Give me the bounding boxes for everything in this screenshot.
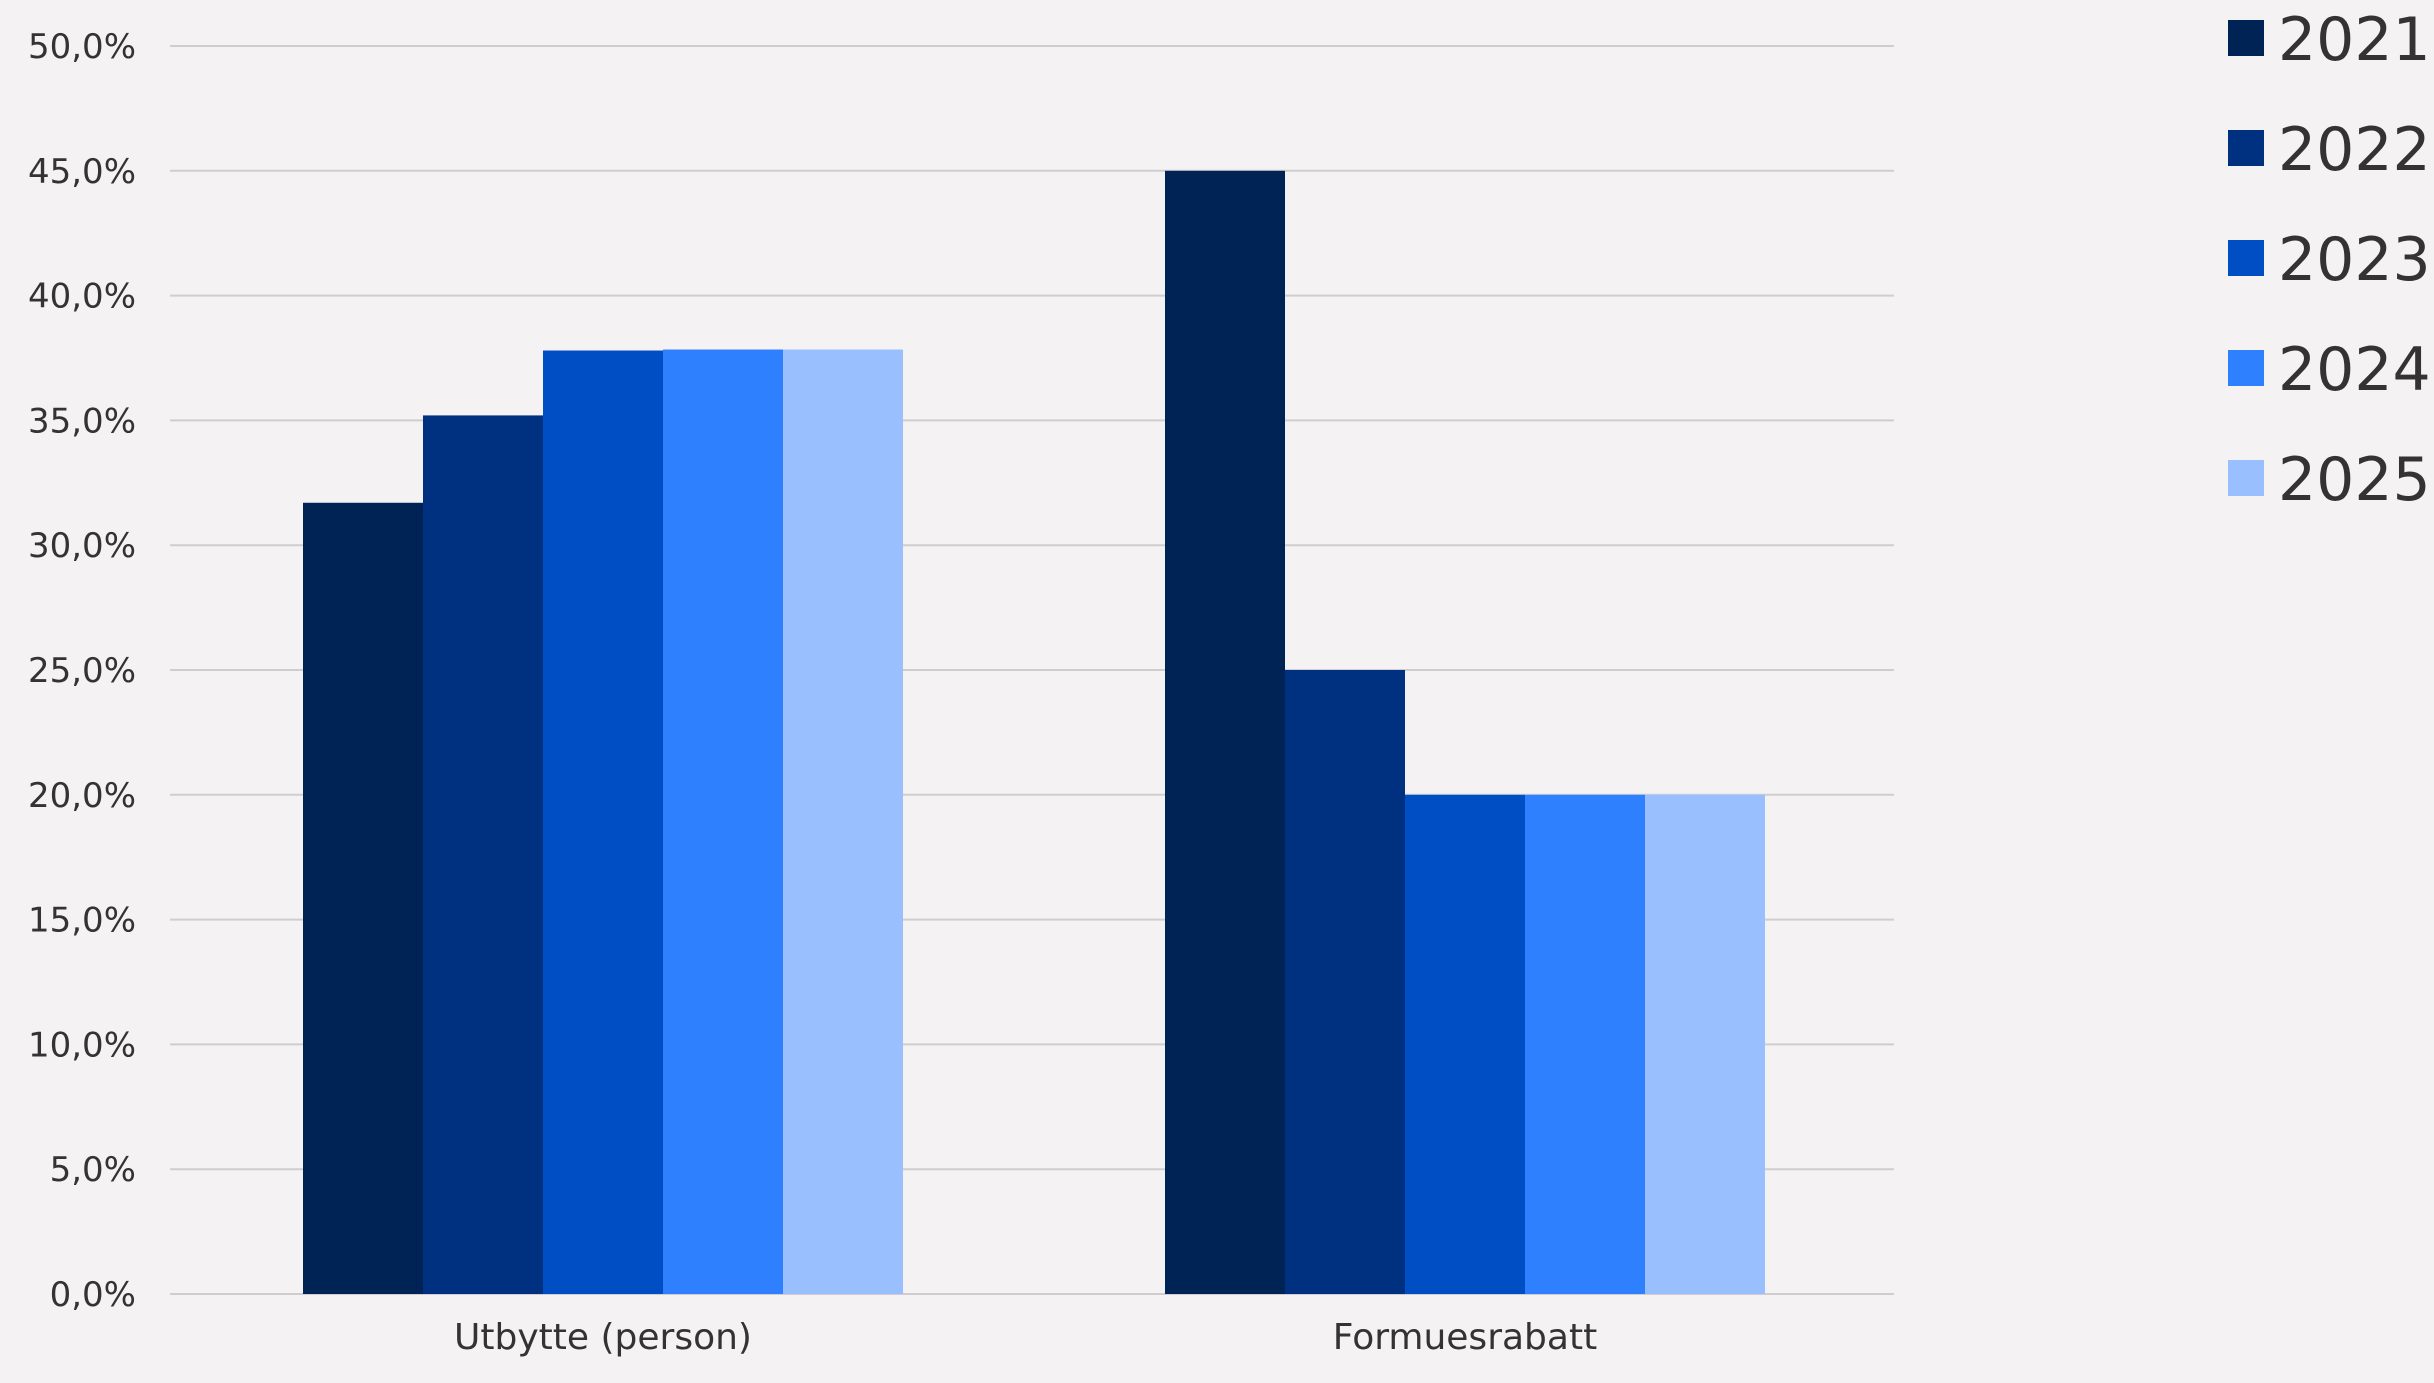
- legend-label: 2024: [2278, 335, 2431, 405]
- y-tick-label: 10,0%: [28, 1025, 136, 1065]
- legend: 2021 2022 2023 2024 2025: [2228, 5, 2431, 515]
- y-tick-label: 15,0%: [28, 901, 136, 941]
- y-axis-tick-labels: 0,0% 5,0% 10,0% 15,0% 20,0% 25,0% 30,0% 35,0% 40…: [28, 27, 136, 1315]
- y-tick-label: 45,0%: [28, 152, 136, 192]
- legend-swatch: [2228, 130, 2264, 166]
- y-tick-label: 25,0%: [28, 651, 136, 691]
- legend-label: 2023: [2278, 225, 2431, 295]
- bar-2024-formuesrabatt: [1525, 794, 1645, 1294]
- y-tick-label: 5,0%: [50, 1150, 136, 1190]
- legend-label: 2021: [2278, 5, 2431, 75]
- legend-swatch: [2228, 460, 2264, 496]
- y-tick-label: 35,0%: [28, 401, 136, 441]
- y-tick-label: 50,0%: [28, 27, 136, 67]
- legend-swatch: [2228, 350, 2264, 386]
- x-category-label: Utbytte (person): [454, 1317, 752, 1358]
- y-tick-label: 20,0%: [28, 776, 136, 816]
- bar-2022-formuesrabatt: [1285, 670, 1405, 1294]
- legend-label: 2022: [2278, 115, 2431, 185]
- x-category-label: Formuesrabatt: [1333, 1317, 1597, 1358]
- legend-swatch: [2228, 20, 2264, 56]
- bar-2025-utbytte: [783, 349, 903, 1294]
- bar-2025-formuesrabatt: [1645, 794, 1765, 1294]
- y-tick-label: 40,0%: [28, 277, 136, 317]
- y-tick-label: 0,0%: [50, 1275, 136, 1315]
- bar-2021-utbytte: [303, 502, 423, 1294]
- legend-label: 2025: [2278, 445, 2431, 515]
- bar-2021-formuesrabatt: [1165, 170, 1285, 1294]
- bars: [303, 170, 1765, 1295]
- bar-2022-utbytte: [423, 415, 543, 1295]
- bar-2023-formuesrabatt: [1405, 794, 1525, 1294]
- x-axis-category-labels: Utbytte (person) Formuesrabatt: [454, 1317, 1597, 1358]
- legend-swatch: [2228, 240, 2264, 276]
- y-tick-label: 30,0%: [28, 526, 136, 566]
- bar-2024-utbytte: [663, 349, 783, 1294]
- bar-2023-utbytte: [543, 350, 663, 1295]
